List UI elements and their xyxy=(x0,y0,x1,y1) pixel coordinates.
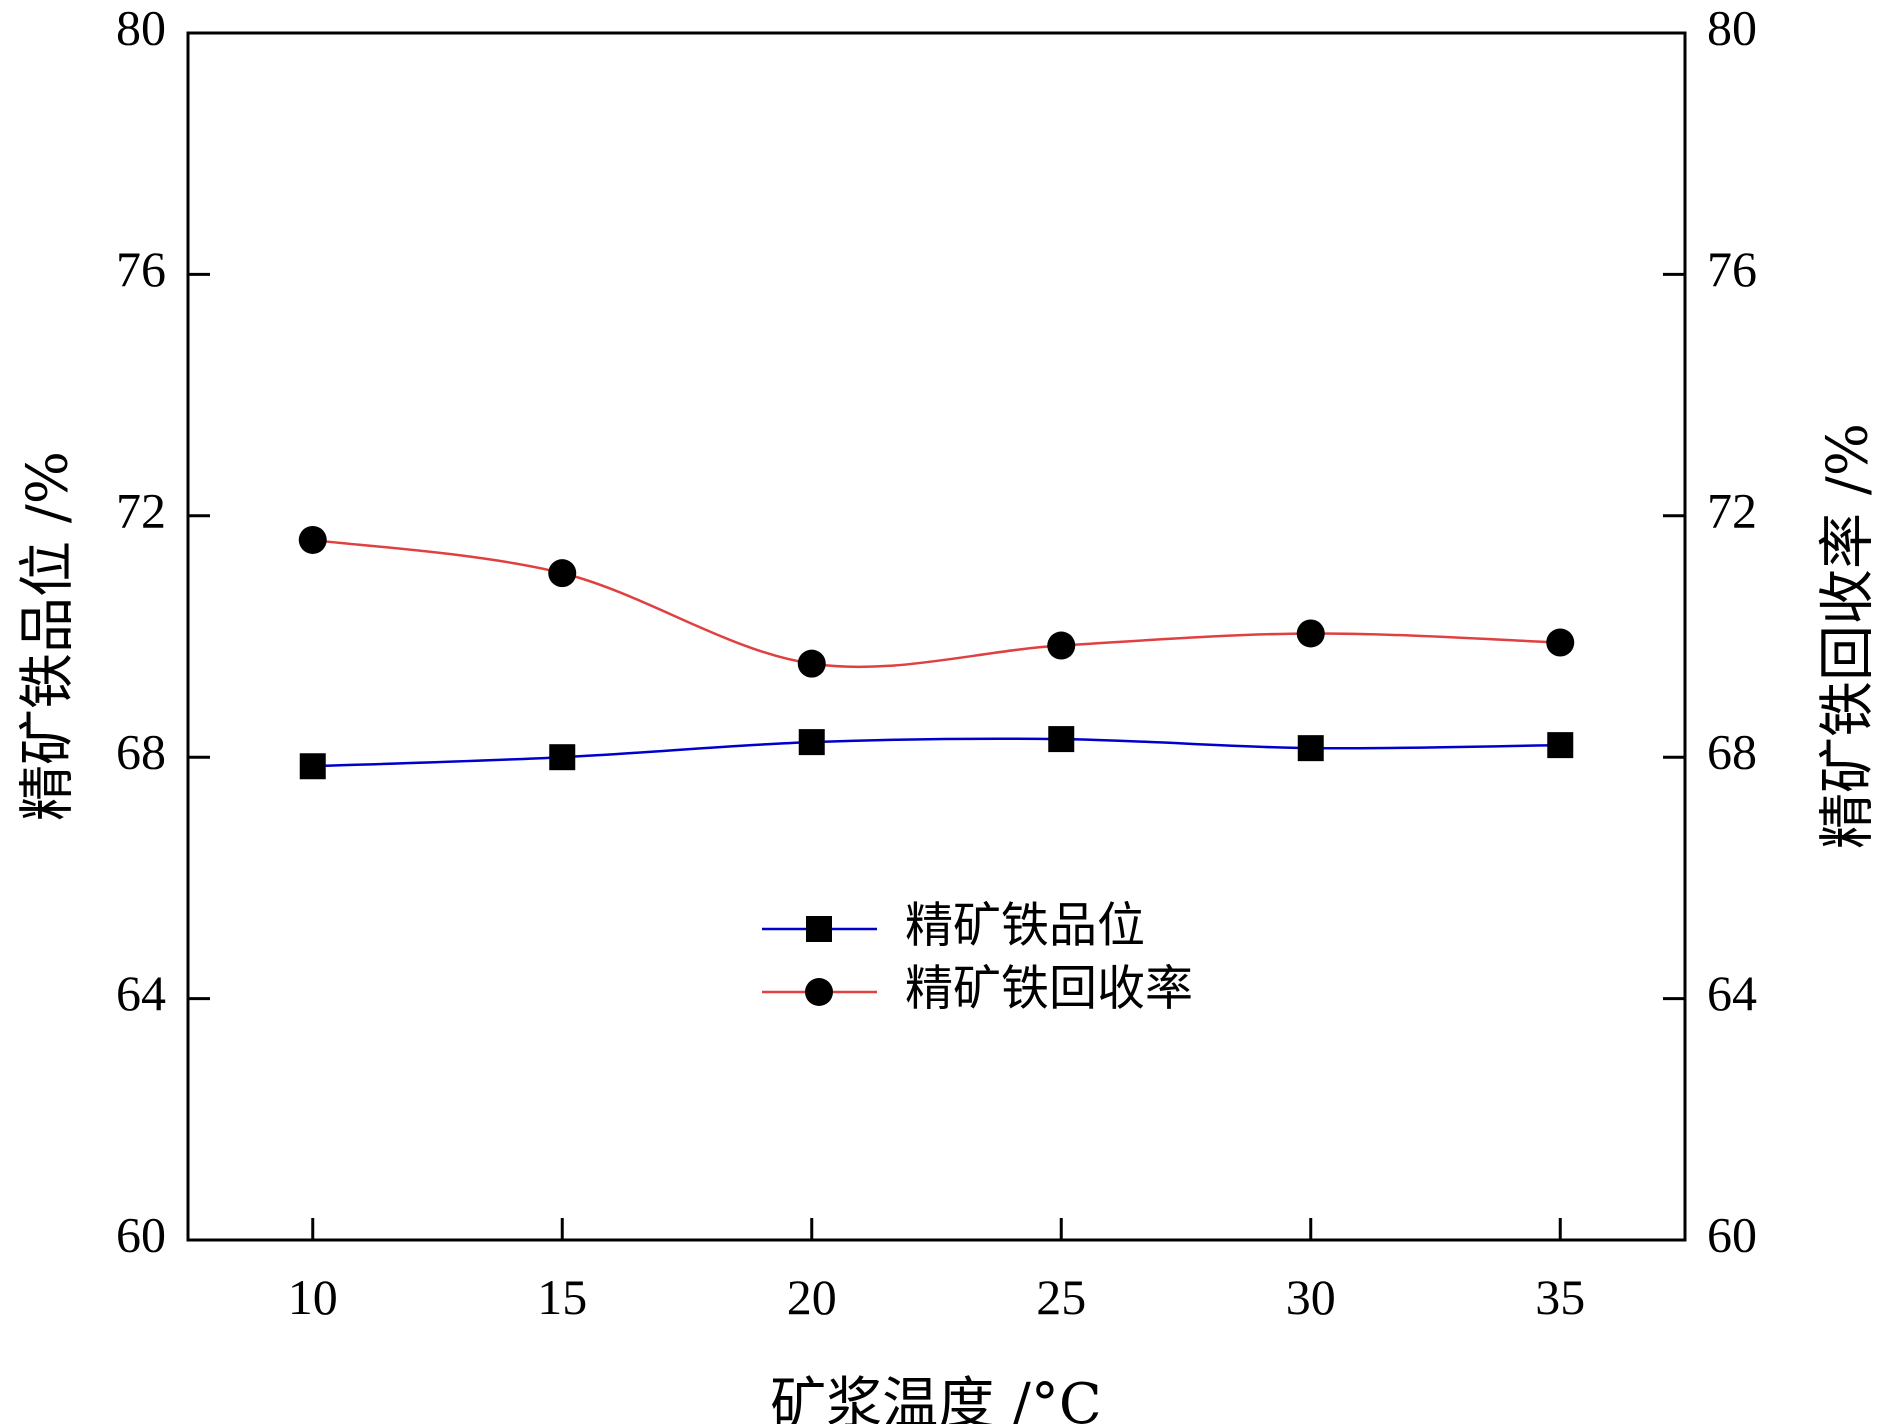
left-y-axis-title: 精矿铁品位 /% xyxy=(16,451,81,821)
right-y-tick-label: 80 xyxy=(1707,0,1757,55)
data-point-square xyxy=(1048,726,1075,753)
data-point-square xyxy=(1297,735,1324,762)
series-grade xyxy=(299,726,1574,780)
left-y-tick-label: 72 xyxy=(116,482,166,538)
data-point-circle xyxy=(1047,631,1076,660)
data-point-square xyxy=(549,744,576,771)
series-layer xyxy=(298,525,1575,780)
x-tick-label: 20 xyxy=(787,1269,837,1325)
series-line xyxy=(312,737,1561,768)
legend-marker-grade xyxy=(806,916,832,942)
left-y-tick-label: 76 xyxy=(116,241,166,297)
right-y-tick-label: 76 xyxy=(1707,241,1757,297)
right-y-tick-label: 68 xyxy=(1707,724,1757,780)
legend: 精矿铁品位 精矿铁回收率 xyxy=(762,898,1193,1017)
data-point-circle xyxy=(298,525,327,554)
left-y-tick-label: 60 xyxy=(116,1206,166,1262)
data-point-square xyxy=(299,753,326,780)
legend-marker-recovery xyxy=(805,978,833,1006)
left-y-tick-label: 68 xyxy=(116,724,166,780)
right-y-tick-label: 64 xyxy=(1707,965,1757,1021)
right-y-tick-label: 72 xyxy=(1707,482,1757,538)
right-y-axis: 60 64 68 72 76 80 xyxy=(1663,0,1757,1262)
right-y-tick-label: 60 xyxy=(1707,1206,1757,1262)
legend-label-recovery: 精矿铁回收率 xyxy=(905,961,1193,1017)
data-point-square xyxy=(798,729,825,756)
x-axis: 10 15 20 25 30 35 xyxy=(288,1218,1585,1325)
left-y-tick-label: 80 xyxy=(116,0,166,55)
plot-frame xyxy=(186,31,1687,1242)
x-axis-title: 矿浆温度 /°C xyxy=(770,1372,1102,1424)
x-tick-label: 25 xyxy=(1036,1269,1086,1325)
left-y-axis: 60 64 68 72 76 80 xyxy=(116,0,210,1262)
x-tick-label: 10 xyxy=(288,1269,338,1325)
legend-label-grade: 精矿铁品位 xyxy=(905,898,1145,954)
data-point-circle xyxy=(548,559,577,588)
series-recovery xyxy=(298,525,1575,678)
right-y-axis-title: 精矿铁回收率 /% xyxy=(1816,423,1881,849)
left-y-tick-label: 64 xyxy=(116,965,166,1021)
x-tick-label: 15 xyxy=(537,1269,587,1325)
data-point-circle xyxy=(1296,619,1325,648)
data-point-square xyxy=(1547,732,1574,759)
data-point-circle xyxy=(1546,628,1575,657)
x-tick-label: 30 xyxy=(1286,1269,1336,1325)
data-point-circle xyxy=(797,649,826,678)
series-line xyxy=(312,538,1561,669)
x-tick-label: 35 xyxy=(1535,1269,1585,1325)
